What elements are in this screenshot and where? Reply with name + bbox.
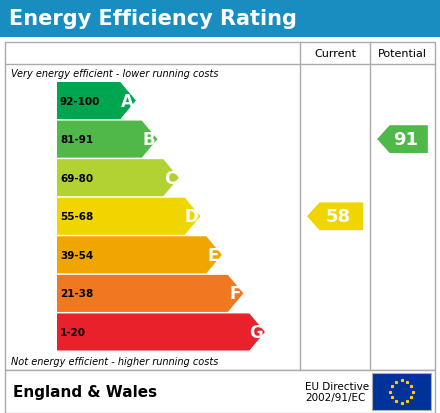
Text: EU Directive
2002/91/EC: EU Directive 2002/91/EC [305,381,369,402]
Text: Current: Current [314,49,356,59]
Polygon shape [307,203,363,230]
Polygon shape [377,126,428,154]
Text: Very energy efficient - lower running costs: Very energy efficient - lower running co… [11,69,219,79]
Text: A: A [121,93,134,110]
Text: Potential: Potential [378,49,427,59]
Text: 39-54: 39-54 [60,250,93,260]
Text: 92-100: 92-100 [60,96,100,106]
Text: D: D [185,208,199,225]
Text: 58: 58 [326,208,351,225]
Text: 55-68: 55-68 [60,212,93,222]
Text: 69-80: 69-80 [60,173,93,183]
Polygon shape [57,198,200,235]
Text: 21-38: 21-38 [60,289,93,299]
Text: 1-20: 1-20 [60,327,86,337]
Polygon shape [57,160,179,197]
Polygon shape [57,83,136,120]
Bar [5,370,435,413]
Polygon shape [57,121,158,158]
Bar [0,0,440,38]
Text: 81-91: 81-91 [60,135,93,145]
Text: 91: 91 [393,131,418,149]
Polygon shape [57,275,243,312]
Text: B: B [143,131,155,149]
Text: Not energy efficient - higher running costs: Not energy efficient - higher running co… [11,356,218,366]
Text: Energy Efficiency Rating: Energy Efficiency Rating [9,9,297,29]
Text: C: C [164,169,176,187]
Bar [372,373,431,410]
Bar [5,43,435,370]
Text: E: E [208,246,219,264]
Text: G: G [249,323,263,341]
Text: England & Wales: England & Wales [13,384,157,399]
Polygon shape [57,237,222,274]
Text: F: F [229,285,241,303]
Polygon shape [57,313,265,351]
